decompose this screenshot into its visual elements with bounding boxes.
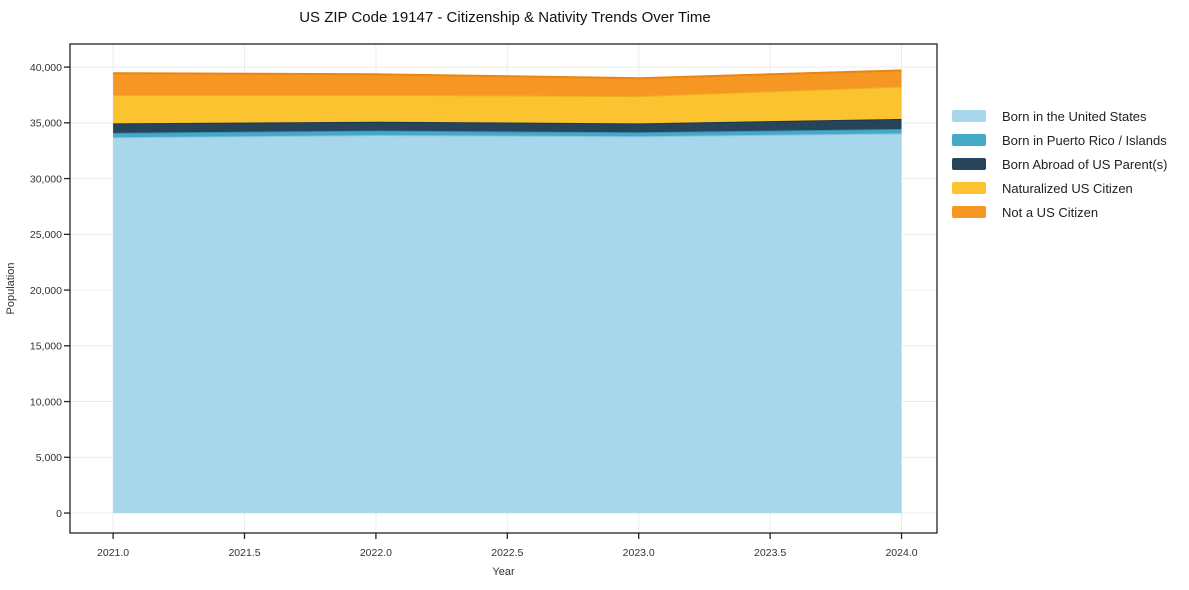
y-axis-label: Population <box>5 263 17 315</box>
legend-label: Born in Puerto Rico / Islands <box>1002 132 1167 148</box>
legend-label: Not a US Citizen <box>1002 204 1099 220</box>
y-tick-label: 20,000 <box>30 285 62 297</box>
x-tick-label: 2023.5 <box>754 547 786 559</box>
y-tick-label: 10,000 <box>30 396 62 408</box>
y-tick-label: 0 <box>56 508 62 520</box>
y-tick-label: 25,000 <box>30 229 62 241</box>
y-tick-label: 40,000 <box>30 62 62 74</box>
legend-swatch-icon <box>952 182 986 194</box>
legend-item-3[interactable]: Naturalized US Citizen <box>952 176 1167 200</box>
legend-swatch-icon <box>952 158 986 170</box>
legend-label: Born in the United States <box>1002 108 1147 124</box>
y-tick-label: 15,000 <box>30 341 62 353</box>
legend-item-1[interactable]: Born in Puerto Rico / Islands <box>952 128 1167 152</box>
x-axis-label: Year <box>492 566 515 578</box>
legend-item-4[interactable]: Not a US Citizen <box>952 200 1167 224</box>
legend-label: Naturalized US Citizen <box>1002 180 1133 196</box>
x-tick-label: 2021.5 <box>228 547 260 559</box>
legend-item-2[interactable]: Born Abroad of US Parent(s) <box>952 152 1167 176</box>
legend-swatch-icon <box>952 110 986 122</box>
legend: Born in the United States Born in Puerto … <box>952 104 1167 224</box>
y-tick-label: 30,000 <box>30 173 62 185</box>
y-tick-label: 35,000 <box>30 118 62 130</box>
x-tick-label: 2021.0 <box>97 547 129 559</box>
legend-item-0[interactable]: Born in the United States <box>952 104 1167 128</box>
y-tick-label: 5,000 <box>36 452 62 464</box>
plot-frame <box>69 43 938 534</box>
area-series-0[interactable] <box>113 133 902 513</box>
legend-swatch-icon <box>952 134 986 146</box>
area-series-1[interactable] <box>113 129 902 138</box>
x-tick-label: 2022.0 <box>360 547 392 559</box>
legend-swatch-icon <box>952 206 986 218</box>
area-edge-4 <box>113 69 902 80</box>
x-tick-label: 2023.0 <box>623 547 655 559</box>
chart-title: US ZIP Code 19147 - Citizenship & Nativi… <box>299 9 711 26</box>
x-tick-label: 2022.5 <box>491 547 523 559</box>
x-tick-label: 2024.0 <box>885 547 917 559</box>
legend-label: Born Abroad of US Parent(s) <box>1002 156 1168 172</box>
